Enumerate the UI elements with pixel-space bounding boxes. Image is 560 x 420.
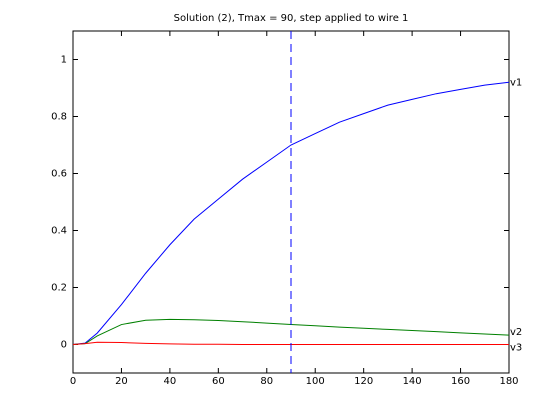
series-label: v2	[510, 327, 522, 338]
y-tick-label: 0.2	[51, 283, 67, 294]
series-line	[72, 81, 510, 345]
series-line	[72, 318, 510, 345]
y-tick-label: 0.8	[51, 112, 67, 123]
x-tick-label: 160	[451, 376, 470, 387]
series-label: v1	[510, 77, 522, 88]
x-tick-label: 40	[164, 376, 177, 387]
y-tick-label: 1	[61, 55, 67, 66]
x-tick-label: 100	[306, 376, 325, 387]
x-tick-label: 180	[499, 376, 518, 387]
y-tick-label: 0.4	[51, 226, 67, 237]
x-tick-label: 0	[70, 376, 76, 387]
x-tick-label: 60	[212, 376, 225, 387]
series-line	[72, 341, 509, 345]
chart-title: Solution (2), Tmax = 90, step applied to…	[174, 13, 409, 24]
x-tick-label: 120	[354, 376, 373, 387]
series-label: v3	[510, 343, 522, 354]
x-tick-label: 140	[403, 376, 422, 387]
y-tick-label: 0	[61, 340, 67, 351]
x-tick-label: 80	[260, 376, 273, 387]
x-tick-label: 20	[115, 376, 128, 387]
y-tick-label: 0.6	[51, 169, 67, 180]
